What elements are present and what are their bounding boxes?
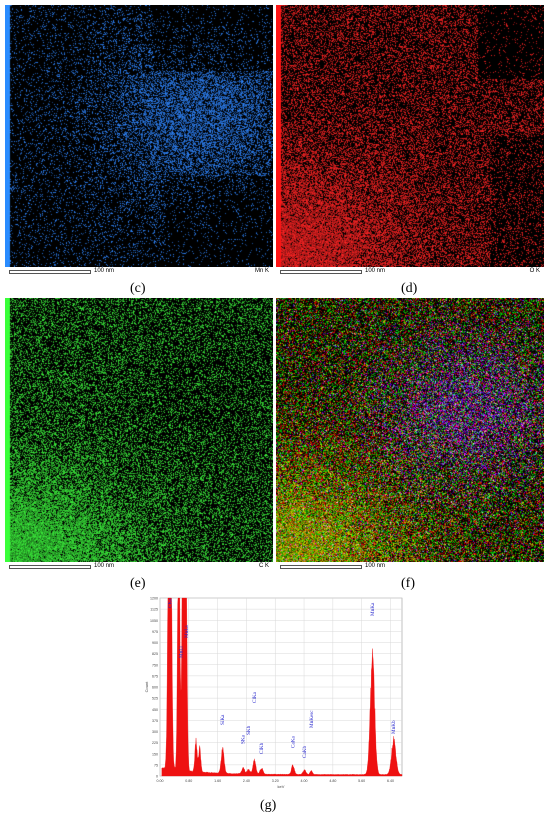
y-tick-label: 525: [152, 697, 158, 701]
y-tick-label: 450: [152, 708, 158, 712]
panel-e-scalebar-row: 100 nm C K: [5, 563, 273, 572]
peak-label: ClKa: [252, 691, 258, 703]
peak-label: CaKb: [302, 745, 308, 758]
element-label: C K: [258, 563, 269, 569]
spectrum-trace: [161, 597, 403, 777]
overlay-elemental-map: [276, 298, 544, 562]
peak-label: SiKa: [220, 714, 226, 725]
x-tick-label: 1.60: [214, 779, 221, 783]
panel-label-f: (f): [401, 576, 415, 591]
y-tick-label: 0: [156, 775, 158, 779]
panel-label-c: (c): [130, 281, 146, 296]
peak-label: CaKa: [290, 735, 296, 748]
x-tick-label: 5.60: [358, 779, 365, 783]
scale-label: 100 nm: [365, 268, 386, 274]
y-tick-label: 600: [152, 686, 158, 690]
panel-d-scalebar-row: 100 nm O K: [276, 268, 544, 277]
panel-e-c-map: [5, 298, 273, 562]
panel-f-overlay-map: [276, 298, 544, 562]
peak-label: ClKb: [259, 742, 265, 754]
scale-label: 100 nm: [365, 563, 386, 569]
panel-label-g: (g): [260, 798, 277, 813]
y-tick-label: 75: [154, 763, 158, 767]
peak-label: MnLl: [178, 646, 184, 658]
x-tick-label: 0.80: [185, 779, 192, 783]
peak-label: SKa: [241, 734, 247, 744]
x-tick-label: 3.20: [272, 779, 279, 783]
peak-label: CKa: [168, 598, 174, 608]
c-elemental-map: [5, 298, 273, 562]
x-axis-label: keV: [278, 784, 285, 789]
y-tick-label: 1200: [150, 597, 158, 601]
scale-label: 100 nm: [94, 268, 115, 274]
peak-label: MnKb: [391, 720, 397, 734]
y-tick-label: 375: [152, 719, 158, 723]
scale-bar: [280, 270, 362, 274]
y-tick-label: 975: [152, 630, 158, 634]
y-axis-label: Count: [144, 681, 149, 693]
element-label: O K: [529, 268, 540, 274]
y-tick-label: 750: [152, 663, 158, 667]
peak-label: MnKa: [370, 602, 376, 616]
scale-bar: [280, 565, 362, 569]
scale-bar: [9, 270, 91, 274]
element-label: Mn K: [254, 268, 269, 274]
panel-d-o-map: [276, 5, 544, 267]
x-tick-label: 0.00: [157, 779, 164, 783]
y-tick-label: 300: [152, 730, 158, 734]
panel-c-mn-map: [5, 5, 273, 267]
spectrum-plot: 0 75 150 225 300 375 450 525 600 675 750 825 900 975 1…: [144, 597, 403, 789]
panel-f-scalebar-row: 100 nm: [276, 563, 544, 572]
x-tick-label: 4.80: [329, 779, 336, 783]
panel-c-scalebar-row: 100 nm Mn K: [5, 268, 273, 277]
mn-elemental-map: [5, 5, 273, 267]
eds-spectrum: 0 75 150 225 300 375 450 525 600 675 750 825 900 975 1…: [140, 590, 410, 795]
y-tick-label: 150: [152, 752, 158, 756]
y-tick-label: 675: [152, 674, 158, 678]
y-tick-label: 1125: [150, 608, 158, 612]
x-tick-label: 6.40: [387, 779, 394, 783]
peak-label: SKb: [246, 725, 252, 735]
y-tick-label: 225: [152, 741, 158, 745]
x-tick-label: 4.00: [301, 779, 308, 783]
peak-label: MnLa: [184, 625, 190, 638]
scale-bar: [9, 565, 91, 569]
x-tick-label: 2.40: [243, 779, 250, 783]
y-tick-label: 1050: [150, 619, 158, 623]
panel-label-d: (d): [401, 281, 418, 296]
o-elemental-map: [276, 5, 544, 267]
scale-label: 100 nm: [94, 563, 115, 569]
peak-label: MnKesc: [309, 710, 315, 728]
panel-label-e: (e): [130, 576, 146, 591]
y-tick-label: 825: [152, 652, 158, 656]
y-tick-label: 900: [152, 641, 158, 645]
